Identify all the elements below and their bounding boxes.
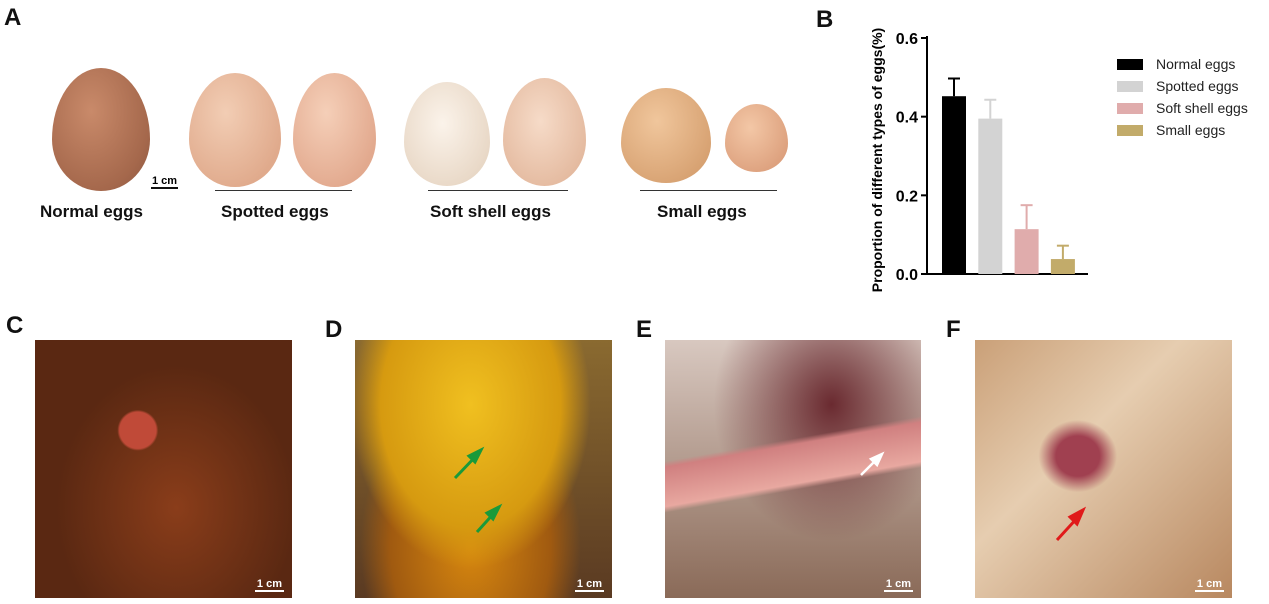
bar-spotted-eggs	[978, 118, 1003, 274]
egg-group-label: Small eggs	[657, 202, 747, 221]
spotted-egg	[189, 73, 281, 187]
legend-swatch	[1117, 125, 1143, 136]
panel-label-c: C	[6, 312, 24, 339]
legend-swatch	[1117, 103, 1143, 114]
group-divider	[640, 190, 777, 191]
small-egg	[725, 104, 788, 172]
arrow-icon	[868, 451, 885, 468]
scale-bar: 1 cm	[574, 578, 604, 592]
arrow-icon	[466, 446, 485, 465]
panel-label-d: D	[325, 316, 343, 343]
y-axis-label: Proportion of different types of eggs(%)	[869, 28, 885, 292]
panel-label-f: F	[946, 316, 961, 343]
photo-oviduct: 1 cm	[665, 340, 921, 598]
y-tick-label: 0.2	[896, 188, 918, 205]
bar-chart: 0.0 0.2 0.4 0.6 Proportion of different type…	[869, 28, 1248, 292]
arrow-icon	[484, 503, 503, 522]
legend-label: Small eggs	[1156, 122, 1225, 138]
egg-group-label: Soft shell eggs	[430, 202, 551, 221]
egg-group-label: Spotted eggs	[221, 202, 329, 221]
y-tick-label: 0.0	[896, 267, 918, 284]
legend-label: Normal eggs	[1156, 56, 1235, 72]
group-divider	[428, 190, 568, 191]
panel-label-e: E	[636, 316, 653, 343]
legend-label: Spotted eggs	[1156, 78, 1239, 94]
group-divider	[215, 190, 352, 191]
y-tick-label: 0.4	[896, 110, 918, 127]
panel-label-b: B	[816, 6, 834, 33]
egg-group-label: Normal eggs	[40, 202, 143, 221]
legend-swatch	[1117, 81, 1143, 92]
scale-bar: 1 cm	[883, 578, 913, 592]
bar-soft-shell-eggs	[1014, 229, 1039, 274]
scale-bar: 1 cm	[254, 578, 284, 592]
scale-bar: 1 cm	[151, 175, 179, 189]
legend-swatch	[1117, 59, 1143, 70]
soft-shell-egg	[404, 82, 490, 186]
photo-vent: 1 cm	[975, 340, 1232, 598]
normal-egg	[52, 68, 150, 191]
y-tick-label: 0.6	[896, 31, 918, 48]
bar-small-eggs	[1050, 259, 1075, 274]
photo-hen: 1 cm	[35, 340, 292, 598]
legend-label: Soft shell eggs	[1156, 100, 1248, 116]
scale-bar: 1 cm	[1194, 578, 1224, 592]
panel-label-a: A	[4, 4, 22, 31]
photo-dissection-ovary: 1 cm	[355, 340, 612, 598]
small-egg	[621, 88, 711, 183]
soft-shell-egg	[503, 78, 586, 186]
arrow-icon	[1067, 506, 1087, 527]
bar-normal-eggs	[942, 96, 966, 274]
spotted-egg	[293, 73, 376, 187]
